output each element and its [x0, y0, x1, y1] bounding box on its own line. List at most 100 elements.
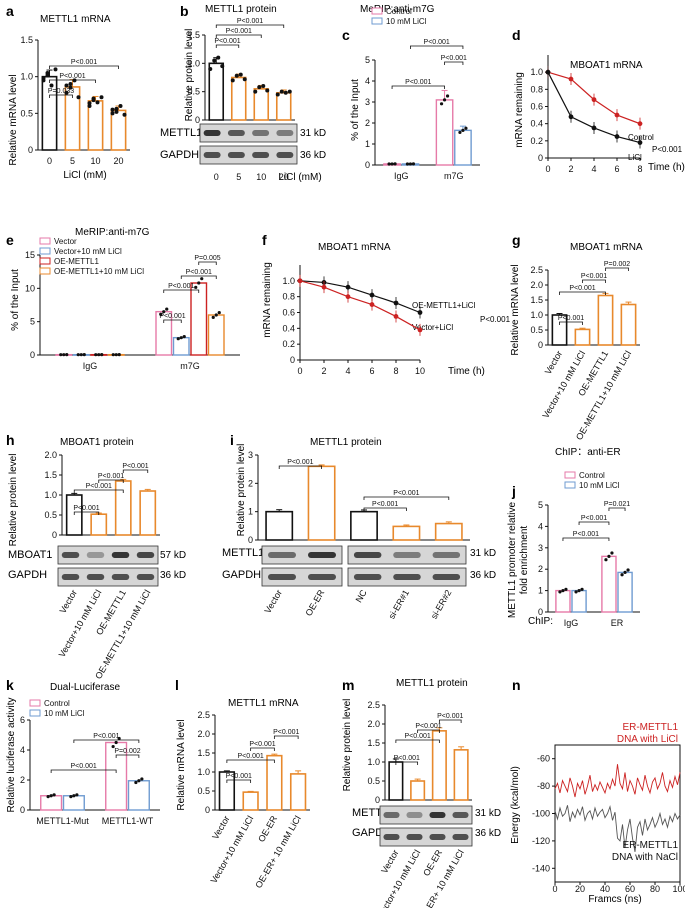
panel-j-data-point — [604, 558, 608, 562]
panel-d-data-point — [568, 114, 574, 120]
panel-c-ytick-label: 0 — [365, 160, 370, 170]
f-series-label-oe: OE-METTL1+LiCl — [412, 301, 476, 310]
h-blot-label-1: MBOAT1 — [8, 549, 52, 561]
panel-n-xtick-label: 80 — [650, 884, 660, 894]
f-series-label-vector: Vector+LiCl — [412, 323, 453, 332]
panel-i-band — [432, 552, 461, 558]
panel-h-band — [111, 552, 130, 558]
panel-e-data-point — [200, 277, 204, 281]
panel-b-data-point — [265, 88, 270, 93]
panel-a-x-label: 20 — [113, 156, 123, 166]
panel-b-ytick-label: 0.5 — [187, 87, 200, 97]
n-xlabel: Framcs (ns) — [588, 894, 641, 905]
panel-a-data-point — [122, 112, 127, 117]
panel-i-band — [353, 552, 382, 558]
a-ylabel: Relative mRNA level — [8, 74, 19, 165]
panel-m-ytick-label: 2.0 — [367, 719, 380, 729]
panel-e-ytick-label: 10 — [25, 283, 35, 293]
panel-i-ytick-label: 1 — [248, 507, 253, 517]
panel-i-x-label: OE-ER — [303, 588, 326, 618]
panel-e-bracket — [198, 261, 217, 265]
panel-h-ytick-label: 1.0 — [44, 490, 57, 500]
panel-c-legend-label: Control — [386, 7, 412, 16]
panel-b-band — [227, 152, 245, 158]
panel-d-xtick-label: 0 — [545, 164, 550, 174]
panel-h-bar — [114, 480, 132, 536]
j-title: ChIP：anti-ER — [555, 447, 621, 458]
panel-j-data-point — [561, 589, 565, 593]
panel-a-data-point — [99, 95, 104, 100]
panel-c-data-point — [445, 94, 450, 98]
panel-e-pvalue: P<0.001 — [159, 313, 185, 320]
panel-k-data-point — [46, 795, 50, 799]
panel-n-xtick-label: 100 — [672, 884, 685, 894]
panel-m-band — [406, 812, 423, 818]
panel-k-legend-label: Control — [44, 699, 70, 708]
panel-d-data-point — [591, 97, 597, 103]
panel-n-label-red-2: DNA with LiCl — [617, 734, 678, 745]
panel-letter-d: d — [512, 27, 521, 43]
panel-g-bar — [574, 328, 591, 346]
panel-l-ytick-label: 2.5 — [197, 710, 210, 720]
panel-b-band — [227, 130, 245, 136]
panel-c-data-point — [461, 128, 465, 132]
panel-c-data-point — [442, 98, 447, 102]
panel-e-data-point — [59, 353, 63, 357]
panel-h-band — [86, 552, 105, 558]
panel-c-ytick-label: 4 — [365, 76, 370, 86]
e-title: MeRIP:anti-m7G — [75, 227, 150, 238]
panel-j-pvalue: P=0.021 — [604, 501, 630, 508]
panel-a-pvalue: P<0.001 — [71, 59, 97, 66]
panel-a-x-label: 10 — [90, 156, 100, 166]
panel-h-ytick-label: 0.5 — [44, 510, 57, 520]
panel-e-data-point — [79, 353, 83, 357]
panel-j-data-point — [577, 589, 581, 593]
panel-b-pvalue: P<0.001 — [214, 38, 240, 45]
panel-k-data-point — [75, 793, 79, 797]
d-pvalue: P<0.001 — [652, 145, 683, 154]
panel-i-bar — [392, 525, 421, 541]
panel-j-legend-swatch — [564, 481, 576, 489]
panel-b-band — [203, 130, 221, 136]
panel-j-bar — [555, 589, 571, 613]
panel-l-bracket — [250, 747, 275, 751]
i-title: METTL1 protein — [310, 437, 382, 448]
panel-c-ytick-label: 1 — [365, 139, 370, 149]
panel-d-data-point — [545, 69, 551, 75]
panel-i-band — [308, 552, 336, 558]
d-title: MBOAT1 mRNA — [570, 60, 643, 71]
b-kd-1: 31 kD — [300, 128, 326, 139]
panel-d-ytick-label: 0.8 — [530, 84, 543, 94]
panel-c-data-point — [408, 162, 413, 166]
panel-f-ytick-label: 1.0 — [282, 276, 295, 286]
panel-a-data-point — [53, 67, 58, 72]
panel-g-bracket — [559, 291, 606, 295]
panel-i-band — [353, 574, 382, 580]
panel-f-ytick-label: 0.8 — [282, 292, 295, 302]
panel-l-pvalue: P<0.001 — [226, 773, 252, 780]
panel-a-data-point — [68, 82, 73, 86]
panel-j-data-point — [558, 590, 562, 594]
panel-f-ytick-label: 0.6 — [282, 308, 295, 318]
panel-n-label-black-1: ER-METTL1 — [622, 840, 678, 851]
panel-i-pvalue: P<0.001 — [372, 501, 398, 508]
panel-i-band — [393, 552, 421, 558]
panel-b-data-point — [242, 77, 247, 82]
panel-j-ytick-label: 0 — [538, 607, 543, 617]
h-ylabel: Relative protein level — [8, 454, 19, 547]
panel-d-data-point — [637, 121, 643, 127]
panel-e-legend-label: Vector+10 mM LiCl — [54, 247, 122, 256]
panel-b-x-label: 20 — [279, 172, 289, 182]
panel-d-ytick-label: 0.2 — [530, 136, 543, 146]
panel-f-xtick-label: 0 — [297, 366, 302, 376]
panel-f-xtick-label: 8 — [393, 366, 398, 376]
panel-l-ytick-label: 2.0 — [197, 729, 210, 739]
b-ylabel: Relative protein level — [184, 29, 195, 122]
panel-j-data-point — [623, 570, 627, 575]
d-xlabel: Time (h) — [648, 162, 685, 173]
panel-j-data-point — [574, 590, 578, 594]
panel-h-bracket — [122, 469, 149, 473]
panel-c-data-point — [390, 162, 394, 166]
panel-c-legend-swatch — [371, 7, 383, 15]
panel-l-x-label: OE-ER — [256, 814, 279, 844]
